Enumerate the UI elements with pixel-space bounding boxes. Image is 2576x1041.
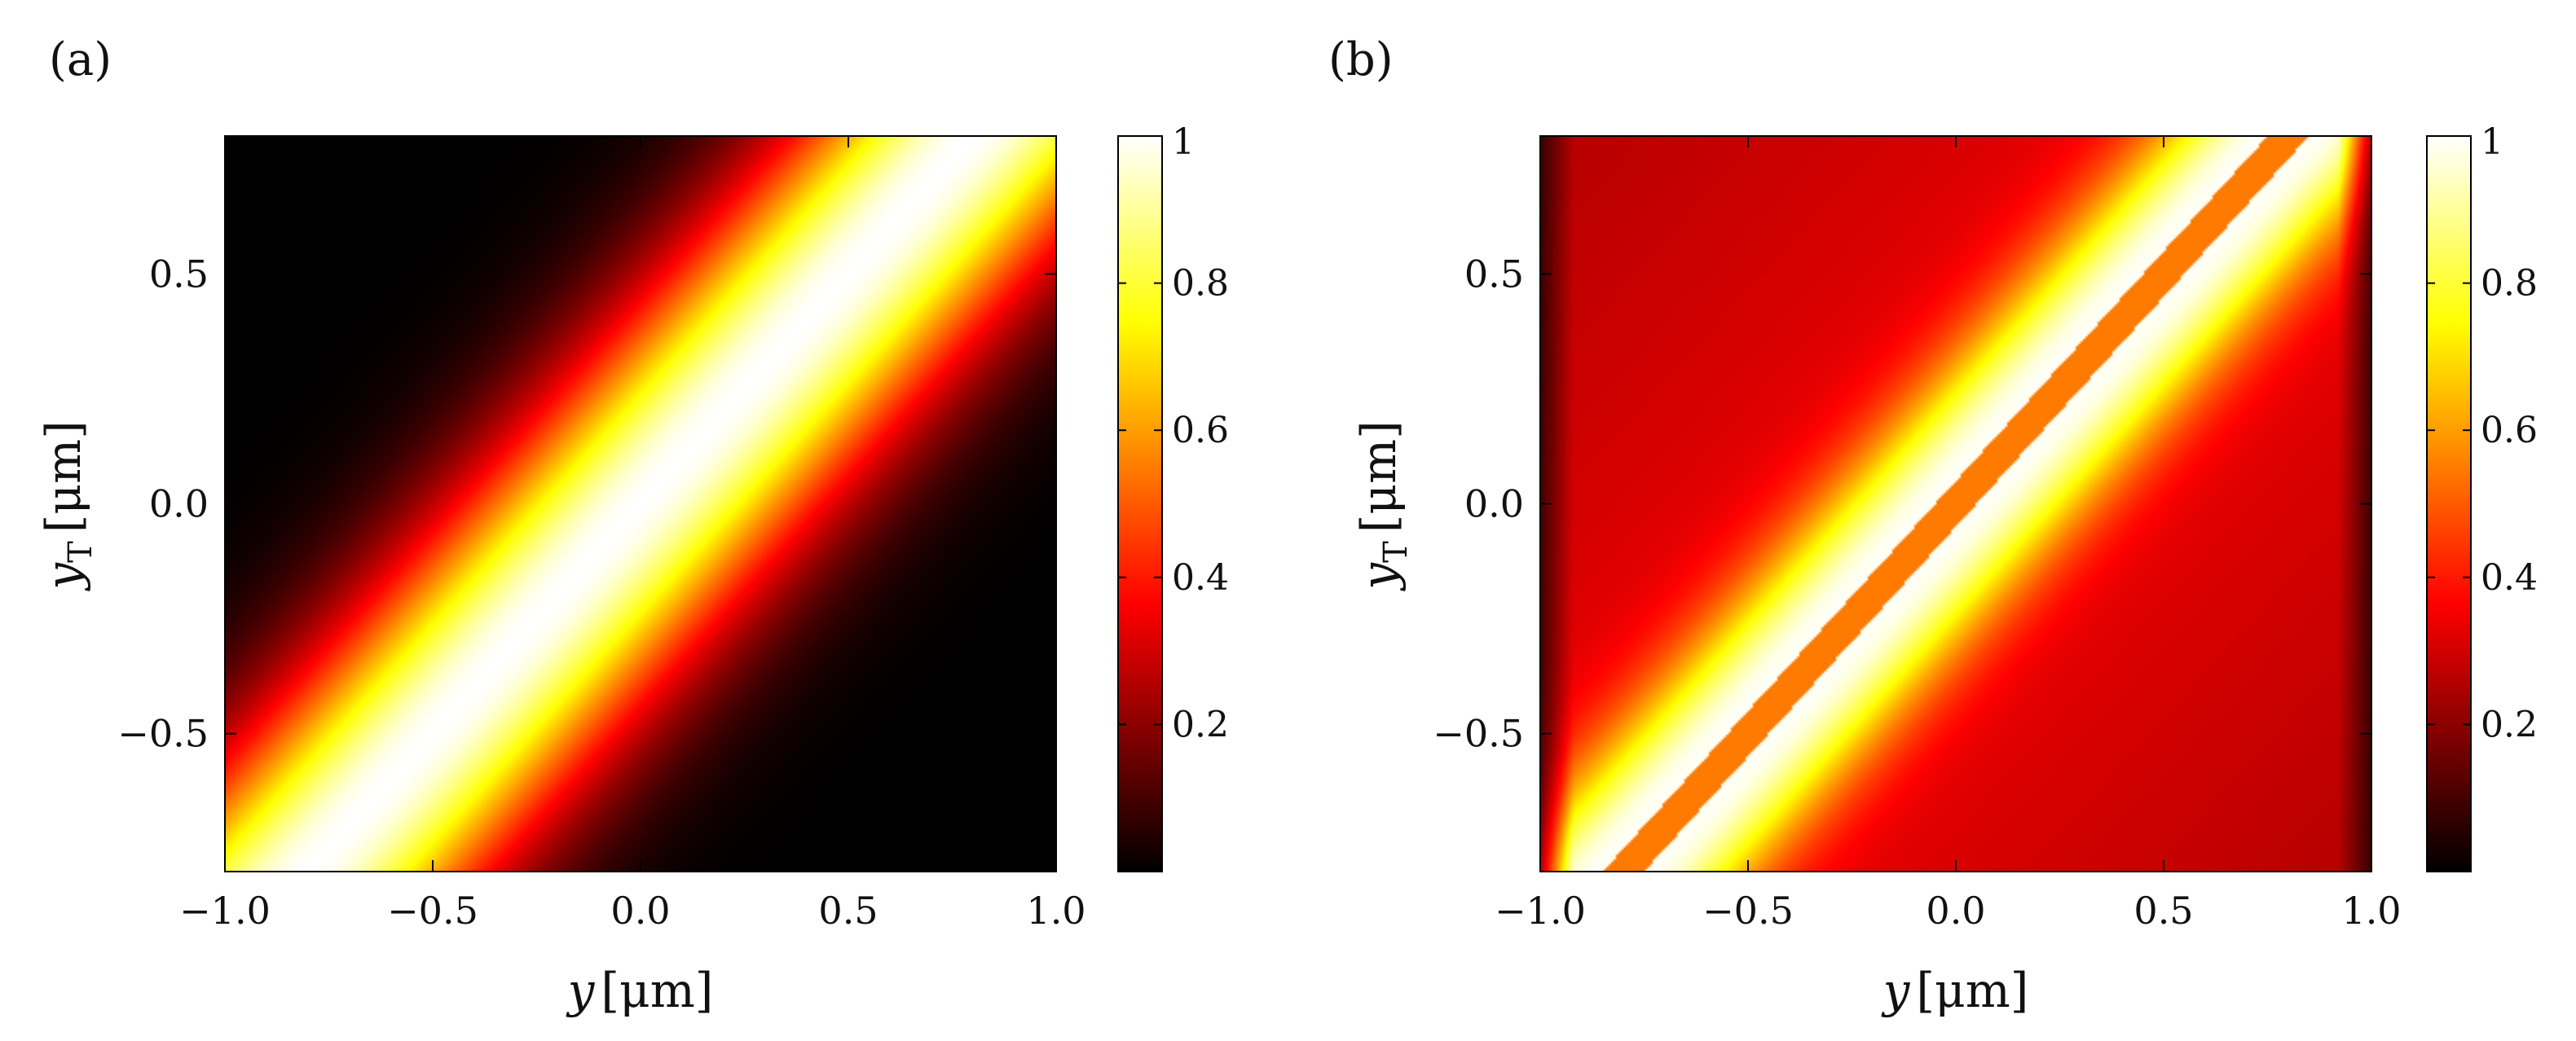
y-axis-label-b: yT[μm] [1351, 420, 1415, 591]
x-tick-label: −1.0 [1495, 889, 1586, 933]
y-tick-label: 0.5 [1464, 252, 1524, 296]
x-tick-label: 1.0 [1026, 889, 1085, 933]
colorbar-ticks-a: 0.2 0.4 0.6 0.8 1 [1118, 121, 1229, 745]
colorbar-ticks-b: 0.2 0.4 0.6 0.8 1 [2427, 121, 2538, 745]
colorbar-tick-label: 0.4 [2481, 557, 2538, 599]
x-ticks-b: −1.0 −0.5 0.0 0.5 1.0 [1495, 136, 2402, 933]
colorbar-tick-label: 1 [2481, 121, 2503, 163]
colorbar-a [1117, 135, 1163, 872]
colorbar-tick-label: 0.6 [2481, 410, 2538, 451]
x-tick-label: 0.5 [818, 889, 878, 933]
x-tick-label: 0.0 [1926, 889, 1985, 933]
colorbar-tick-label: 0.8 [1172, 263, 1229, 305]
x-tick-label: 1.0 [2341, 889, 2401, 933]
x-tick-label: −0.5 [387, 889, 478, 933]
x-axis-label-b: y [μm] [1881, 963, 2029, 1018]
colorbar-tick-label: 0.4 [1172, 557, 1229, 599]
x-tick-label: 0.0 [610, 889, 670, 933]
heatmap-panel-a: (a) −1.0 −0.5 0.0 0.5 1.0 −0.5 0.0 0.5 y [μm] y… [36, 33, 1229, 1018]
y-tick-label: 0.0 [1464, 482, 1524, 526]
colorbar-tick-label: 0.2 [2481, 704, 2538, 745]
colorbar-tick-label: 0.6 [1172, 410, 1229, 451]
y-tick-label: −0.5 [1433, 712, 1524, 756]
colorbar-b [2426, 135, 2472, 872]
y-tick-label: −0.5 [117, 712, 209, 756]
panel-label-a: (a) [49, 33, 112, 86]
x-ticks-a: −1.0 −0.5 0.0 0.5 1.0 [179, 136, 1086, 933]
x-tick-label: 0.5 [2133, 889, 2193, 933]
colorbar-tick-label: 0.8 [2481, 263, 2538, 305]
colorbar-tick-label: 1 [1172, 121, 1195, 163]
x-tick-label: −0.5 [1702, 889, 1794, 933]
x-axis-label-a: y [μm] [566, 963, 714, 1018]
heatmap-image-a [225, 136, 1056, 872]
y-tick-label: 0.0 [149, 482, 209, 526]
y-ticks-a: −0.5 0.0 0.5 [117, 252, 1056, 756]
y-axis-label-a: yT[μm] [36, 420, 99, 591]
colorbar-tick-label: 0.2 [1172, 704, 1229, 745]
x-tick-label: −1.0 [179, 889, 271, 933]
panel-label-b: (b) [1328, 33, 1394, 86]
heatmap-image-b [1540, 136, 2371, 872]
y-tick-label: 0.5 [149, 252, 209, 296]
heatmap-panel-b: (b) −1.0 −0.5 0.0 0.5 1.0 −0.5 0.0 0.5 y [μm] y… [1328, 33, 2538, 1018]
y-ticks-b: −0.5 0.0 0.5 [1433, 252, 2371, 756]
